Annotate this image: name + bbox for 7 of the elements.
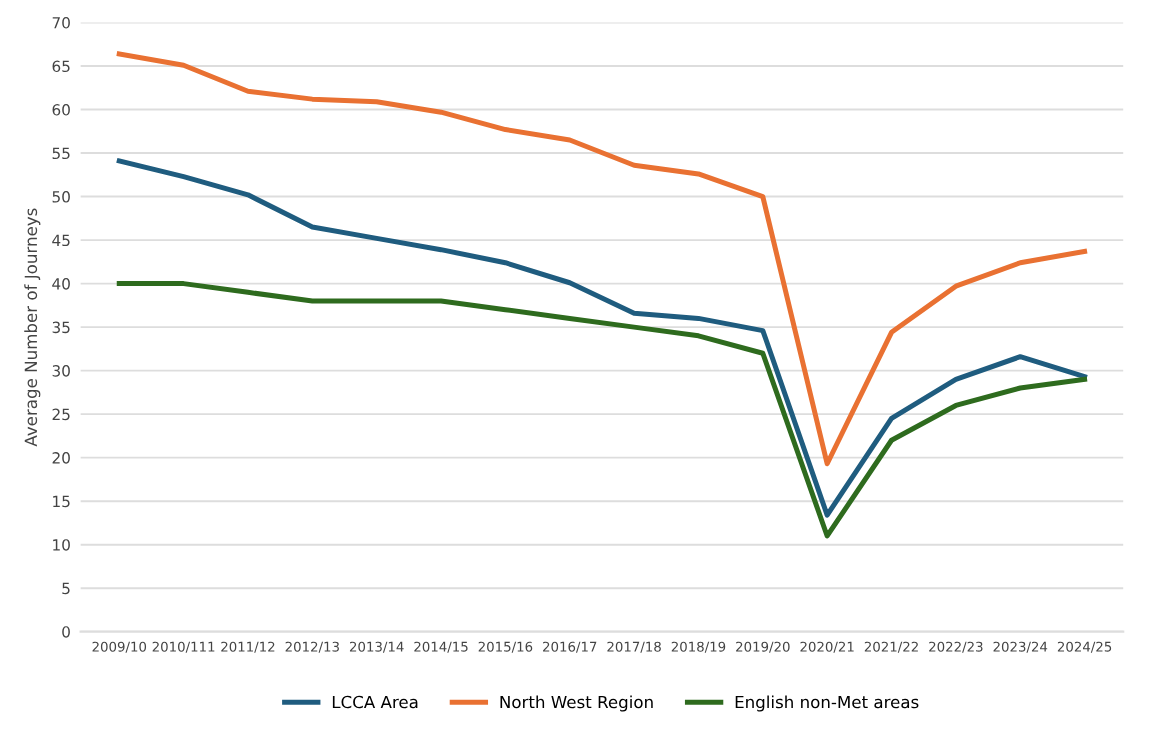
y-axis-title: Average Number of Journeys: [24, 208, 41, 447]
legend-label: English non-Met areas: [735, 695, 919, 712]
line-series: [116, 281, 1088, 539]
line-series: [116, 158, 1088, 518]
legend-label: LCCA Area: [332, 695, 418, 709]
legend-label: North West Region: [500, 695, 653, 712]
line-series: [116, 51, 1088, 467]
